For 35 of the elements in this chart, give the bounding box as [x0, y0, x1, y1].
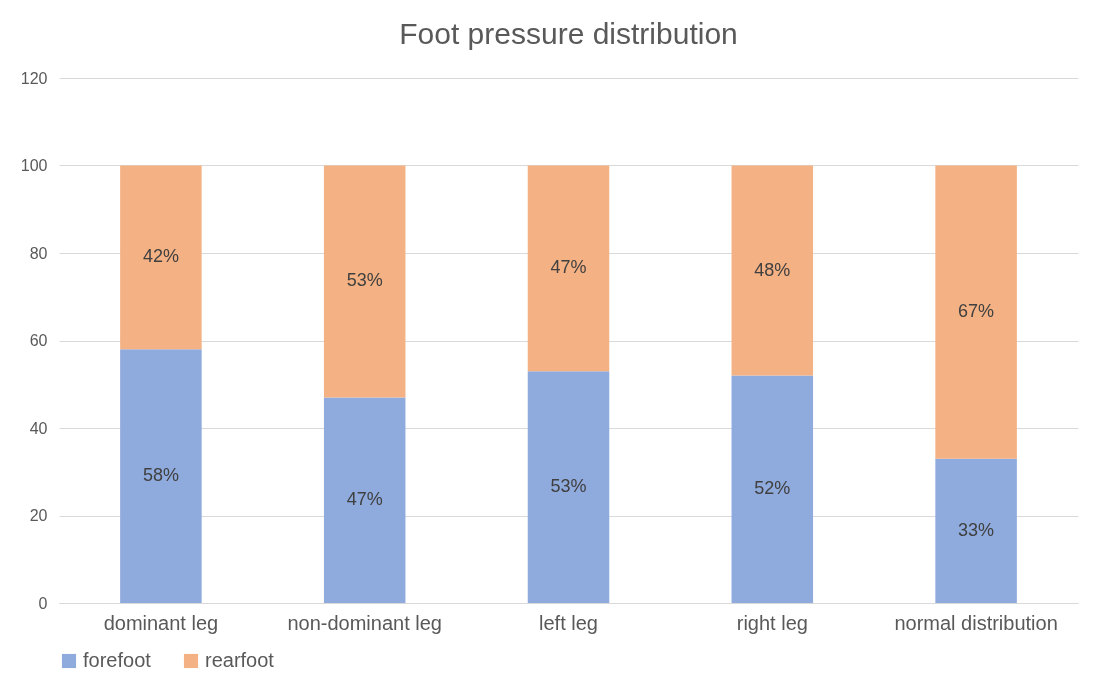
data-label: 58%: [142, 465, 179, 486]
bar: [527, 165, 610, 372]
data-label: 67%: [958, 301, 995, 322]
x-tick-label: dominant leg: [103, 611, 219, 634]
y-tick-label: 80: [29, 244, 48, 262]
data-label: 48%: [754, 259, 791, 280]
bar: [323, 397, 406, 603]
y-tick-label: 60: [29, 332, 48, 349]
x-tick-label: non-dominant leg: [287, 611, 442, 634]
y-tick-label: 100: [20, 157, 48, 174]
legend-label: rearfoot: [205, 649, 275, 671]
data-label: 42%: [142, 246, 179, 267]
y-tick-label: 40: [29, 419, 48, 437]
bar: [731, 375, 814, 603]
y-tick-label: 20: [29, 507, 48, 524]
x-tick-label: right leg: [736, 611, 808, 634]
bar: [120, 165, 202, 350]
data-label: 47%: [550, 257, 587, 278]
bar: [935, 165, 1017, 459]
y-tick-label: 0: [38, 594, 48, 612]
data-label: 33%: [958, 519, 995, 540]
x-tick-label: left leg: [539, 611, 598, 634]
x-tick-label: normal distribution: [894, 611, 1058, 634]
legend-label: forefoot: [83, 649, 152, 671]
bar: [935, 458, 1017, 603]
data-label: 52%: [754, 478, 791, 499]
bar: [120, 349, 202, 603]
data-label: 53%: [346, 270, 383, 291]
bar: [527, 371, 610, 603]
chart-title: Foot pressure distribution: [399, 17, 738, 50]
data-label: 53%: [550, 476, 587, 497]
y-tick-label: 120: [20, 69, 48, 87]
bar: [731, 165, 814, 376]
data-label: 47%: [346, 489, 383, 510]
bar: [323, 165, 406, 398]
